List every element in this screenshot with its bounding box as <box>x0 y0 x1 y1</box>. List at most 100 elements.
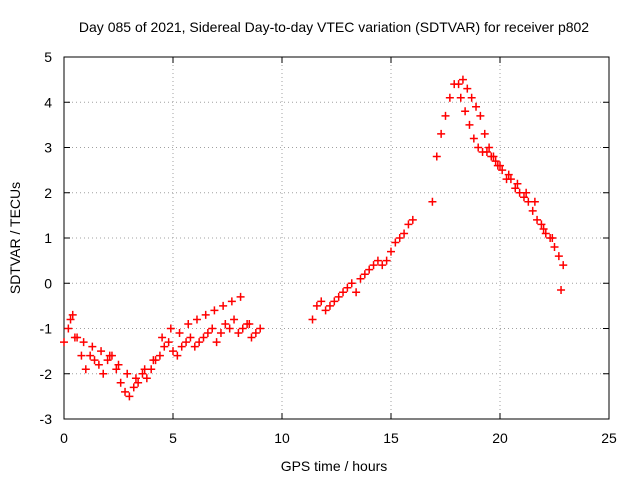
series-segment-1-upper <box>70 292 254 383</box>
data-point <box>66 315 75 324</box>
data-point <box>472 102 481 111</box>
data-point <box>537 220 546 229</box>
data-point <box>184 319 193 328</box>
y-tick-label: -2 <box>40 366 53 382</box>
data-point <box>533 215 542 224</box>
data-point <box>539 224 548 233</box>
data-point <box>155 351 164 360</box>
data-point <box>317 297 326 306</box>
data-point <box>88 342 97 351</box>
data-point <box>343 283 352 292</box>
data-point <box>112 365 121 374</box>
data-point <box>474 143 483 152</box>
data-point <box>230 315 239 324</box>
data-point <box>94 360 103 369</box>
data-point <box>238 324 247 333</box>
data-point <box>530 197 539 206</box>
data-point <box>334 292 343 301</box>
data-point <box>216 329 225 338</box>
data-point <box>256 324 265 333</box>
y-tick-label: 5 <box>44 49 52 65</box>
data-point <box>199 333 208 342</box>
data-point <box>173 351 182 360</box>
x-tick-label: 10 <box>274 430 290 446</box>
data-point <box>513 179 522 188</box>
data-point <box>432 152 441 161</box>
data-point <box>458 75 467 84</box>
data-point <box>129 383 138 392</box>
data-point <box>522 188 531 197</box>
data-point <box>81 365 90 374</box>
data-point <box>387 247 395 256</box>
data-point <box>312 301 321 310</box>
data-point <box>70 333 79 342</box>
data-point <box>236 292 245 301</box>
data-point <box>77 351 86 360</box>
x-tick-label: 5 <box>169 430 177 446</box>
data-point <box>60 338 68 347</box>
data-point <box>160 342 169 351</box>
data-point <box>391 238 400 247</box>
data-point <box>177 342 186 351</box>
data-point <box>482 148 491 157</box>
data-point <box>247 333 256 342</box>
data-point <box>245 319 254 328</box>
grid <box>64 57 609 419</box>
data-point <box>330 297 339 306</box>
chart-title: Day 085 of 2021, Sidereal Day-to-day VTE… <box>79 19 589 35</box>
data-point <box>140 365 149 374</box>
data-point <box>485 143 494 152</box>
data-point <box>138 369 147 378</box>
data-point <box>382 256 391 265</box>
data-point <box>469 134 478 143</box>
data-point <box>125 392 134 401</box>
data-point <box>97 347 106 356</box>
data-point <box>528 206 537 215</box>
data-point <box>554 252 563 261</box>
data-point <box>550 243 559 252</box>
series-segment-2 <box>308 215 417 324</box>
data-point <box>461 107 470 116</box>
data-point <box>131 374 140 383</box>
data-point <box>454 80 463 89</box>
x-axis-label: GPS time / hours <box>281 458 388 474</box>
data-point <box>190 342 199 351</box>
data-point <box>373 256 382 265</box>
data-point <box>325 301 334 310</box>
y-axis: -3 -2 -1 0 1 2 3 4 5 <box>40 49 609 427</box>
data-point <box>134 378 143 387</box>
data-point <box>369 261 378 270</box>
data-point <box>195 338 204 347</box>
data-point <box>221 319 230 328</box>
data-point <box>321 306 330 315</box>
data-point <box>347 279 356 288</box>
data-point <box>99 369 108 378</box>
data-point <box>182 338 191 347</box>
y-tick-label: 3 <box>44 140 52 156</box>
data-point <box>506 175 515 184</box>
data-point <box>480 129 489 138</box>
data-point <box>103 356 112 365</box>
data-point <box>519 193 528 202</box>
data-point <box>105 351 114 360</box>
data-point <box>142 374 151 383</box>
y-tick-label: 2 <box>44 185 52 201</box>
y-tick-label: 0 <box>44 275 52 291</box>
data-point <box>428 197 437 206</box>
data-point <box>175 329 184 338</box>
data-point <box>234 329 243 338</box>
data-point <box>208 324 217 333</box>
data-point <box>116 378 125 387</box>
data-point <box>149 356 158 365</box>
data-point <box>210 306 219 315</box>
data-point <box>90 356 99 365</box>
data-point <box>360 270 369 279</box>
y-tick-label: -3 <box>40 411 53 427</box>
data-point <box>166 324 175 333</box>
data-point <box>64 324 73 333</box>
data-point <box>491 157 500 166</box>
data-point <box>408 215 417 224</box>
data-point <box>356 274 365 283</box>
data-point <box>68 310 77 319</box>
data-point <box>456 93 465 102</box>
